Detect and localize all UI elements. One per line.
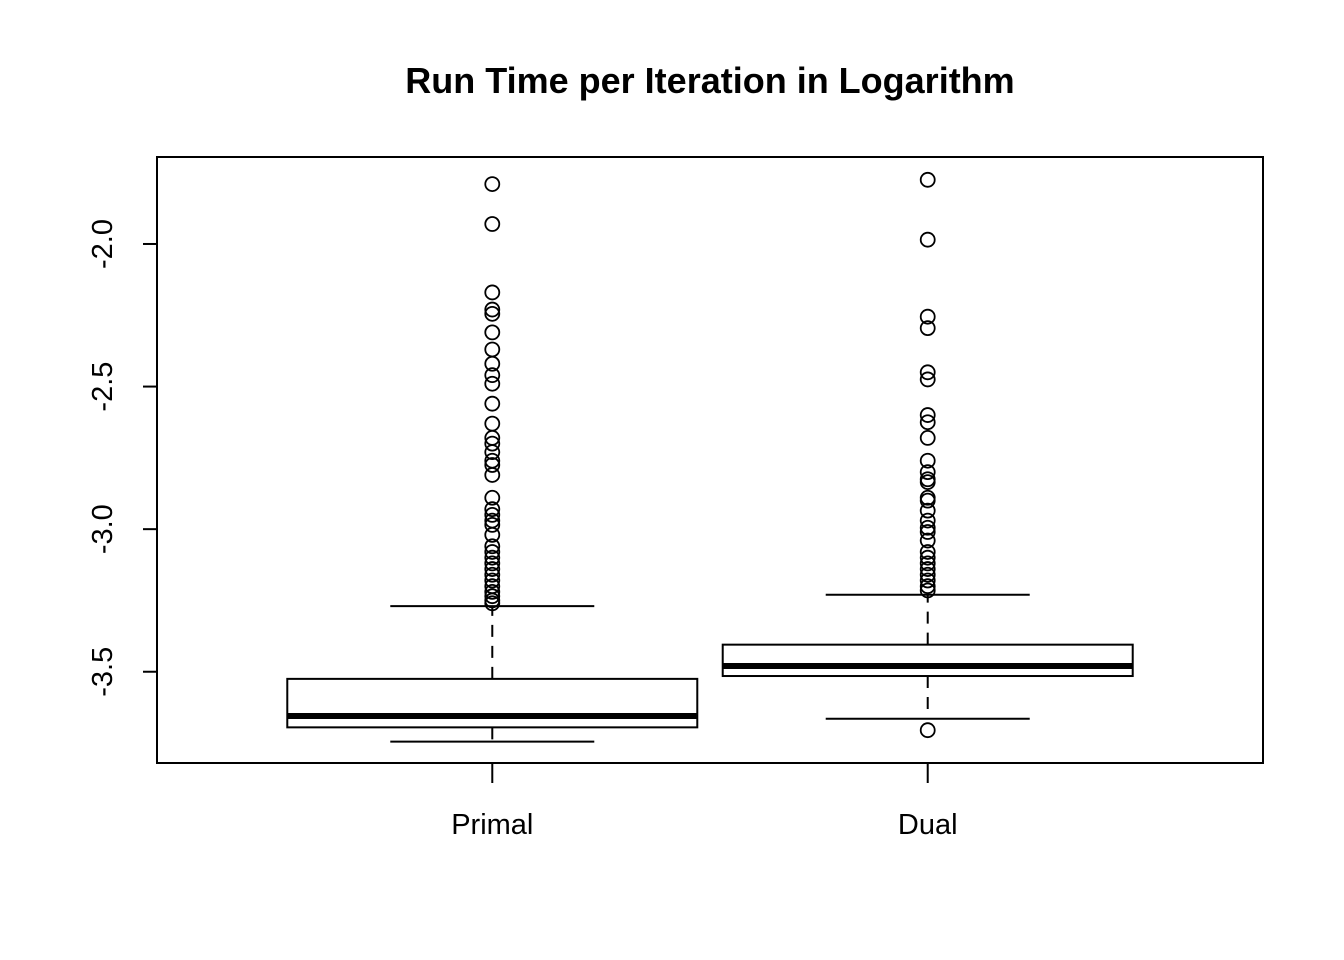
outlier-point — [484, 583, 501, 600]
outlier-point — [919, 572, 936, 589]
outlier-point — [484, 572, 501, 589]
x-tick-label: Primal — [451, 809, 533, 841]
outlier-point — [919, 524, 936, 540]
outlier-point — [919, 407, 936, 423]
outlier-point — [919, 566, 936, 583]
x-tick-label: Dual — [898, 809, 958, 841]
outlier-point — [919, 231, 936, 248]
outlier-point — [919, 371, 936, 388]
outlier-point — [919, 364, 936, 381]
outlier-point — [484, 355, 501, 372]
outlier-point — [919, 555, 936, 572]
outlier-point — [484, 341, 501, 358]
outlier-point — [919, 519, 936, 536]
outlier-point — [484, 415, 501, 432]
outlier-point — [919, 502, 936, 519]
outlier-point — [919, 429, 936, 446]
outlier-point — [484, 375, 501, 392]
y-axis: -3.5 -3.0 -2.5 -2.0 — [87, 219, 158, 697]
outlier-point — [484, 395, 501, 412]
outlier-point — [919, 578, 936, 595]
outlier-point — [484, 367, 501, 384]
outlier-point — [484, 506, 501, 523]
outlier-point — [484, 595, 501, 612]
outlier-point — [919, 474, 936, 491]
y-tick-label: -2.0 — [87, 219, 119, 269]
outlier-point — [919, 512, 936, 529]
y-tick-label: -3.5 — [87, 647, 119, 697]
outlier-point — [484, 444, 501, 461]
outlier-point — [919, 544, 936, 560]
outlier-point — [919, 171, 936, 188]
outlier-point — [919, 582, 936, 599]
outlier-point — [484, 501, 501, 518]
outlier-point — [484, 549, 501, 566]
outlier-point — [484, 566, 501, 583]
outlier-point — [919, 464, 936, 481]
box-iqr — [286, 677, 699, 729]
outlier-point — [919, 722, 936, 739]
outlier-point — [484, 324, 501, 341]
outlier-point — [919, 492, 936, 509]
x-axis: Primal Dual — [451, 763, 958, 841]
outlier-point — [919, 532, 936, 549]
outlier-point — [484, 561, 501, 577]
outlier-point — [484, 467, 501, 483]
box-primal — [286, 176, 699, 743]
outlier-point — [484, 516, 501, 533]
boxes-layer — [286, 171, 1134, 743]
outlier-point — [484, 588, 501, 605]
chart-title: Run Time per Iteration in Logarithm — [405, 60, 1014, 101]
outlier-point — [484, 284, 501, 301]
outlier-point — [484, 176, 501, 192]
outlier-point — [484, 435, 501, 452]
outlier-point — [484, 538, 501, 555]
box-iqr — [721, 643, 1134, 678]
outlier-point — [919, 414, 936, 431]
outlier-point — [484, 555, 501, 572]
box-dual — [721, 171, 1134, 739]
outlier-point — [484, 526, 501, 543]
outlier-point — [484, 216, 501, 232]
outlier-point — [484, 305, 501, 322]
outlier-point — [919, 452, 936, 469]
outlier-point — [919, 308, 936, 325]
outlier-point — [484, 301, 501, 318]
outlier-point — [484, 544, 501, 560]
outlier-point — [484, 457, 501, 473]
y-tick-label: -2.5 — [87, 362, 119, 412]
outlier-point — [919, 561, 936, 577]
outlier-point — [484, 489, 501, 506]
outlier-point — [919, 320, 936, 337]
y-tick-label: -3.0 — [87, 504, 119, 554]
outlier-point — [919, 549, 936, 566]
